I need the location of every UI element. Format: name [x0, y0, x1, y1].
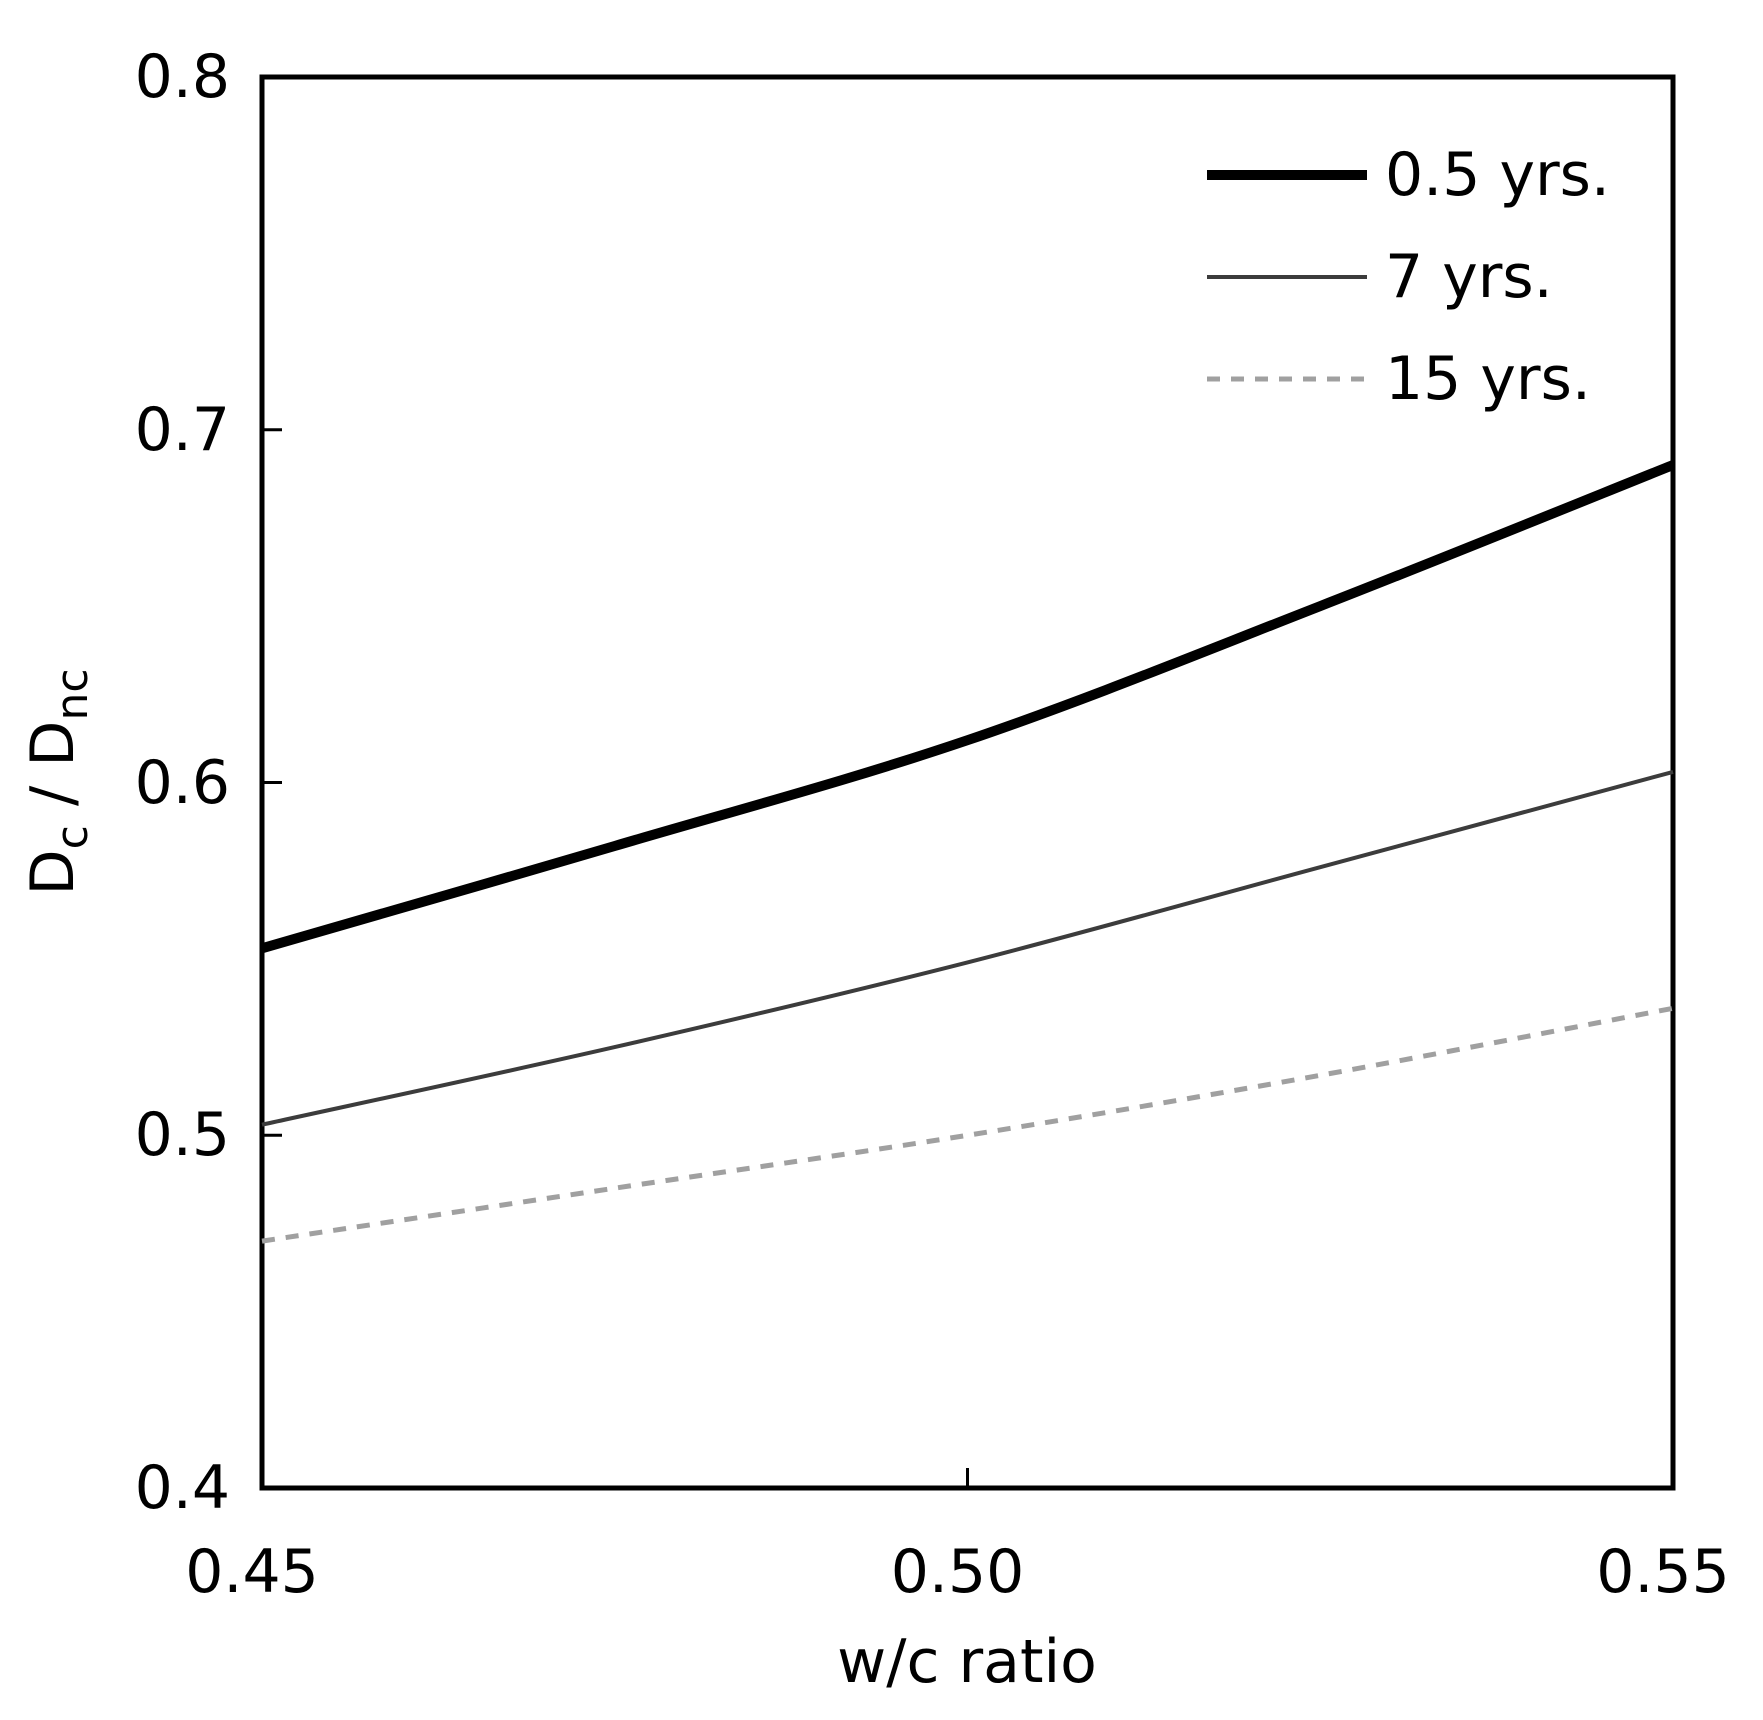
legend-line-swatch-15-yrs. — [1207, 376, 1367, 382]
legend: 0.5 yrs. 7 yrs. 15 yrs. — [1207, 124, 1610, 430]
y-tick-label-0.6: 0.6 — [134, 747, 230, 818]
legend-label-0.5-yrs.: 0.5 yrs. — [1385, 140, 1610, 210]
y-axis-title-mid: / D — [18, 720, 88, 826]
legend-label-7-yrs.: 7 yrs. — [1385, 242, 1553, 312]
series-line-15-yrs. — [261, 1005, 1674, 1244]
y-tick-label-0.8: 0.8 — [134, 42, 230, 112]
y-axis-title-sub-c: c — [47, 825, 98, 850]
plot-frame — [259, 74, 1676, 1491]
x-axis-title: w/c ratio — [837, 1627, 1097, 1697]
y-tick-label-0.4: 0.4 — [134, 1453, 230, 1523]
legend-entry-15-yrs.: 15 yrs. — [1207, 328, 1610, 430]
y-tick-label-0.7: 0.7 — [134, 394, 230, 465]
legend-entry-7-yrs.: 7 yrs. — [1207, 226, 1610, 328]
x-tick-label-0.50: 0.50 — [890, 1537, 1025, 1607]
y-tick-label-0.5: 0.5 — [134, 1100, 230, 1171]
y-axis-title-base: D — [18, 849, 88, 896]
legend-label-15-yrs.: 15 yrs. — [1385, 344, 1591, 414]
series-lines — [260, 460, 1675, 1244]
y-axis-title-sub-nc: nc — [47, 668, 98, 721]
x-tick-label-0.45: 0.45 — [185, 1537, 319, 1607]
legend-line-swatch-7-yrs. — [1207, 275, 1367, 279]
legend-line-swatch-0.5-yrs. — [1207, 170, 1367, 180]
x-tick-label-0.55: 0.55 — [1596, 1537, 1730, 1607]
legend-entry-0.5-yrs.: 0.5 yrs. — [1207, 124, 1610, 226]
axis-ticks — [264, 428, 969, 1486]
series-line-7-yrs. — [261, 769, 1674, 1127]
series-line-0.5-yrs. — [260, 460, 1675, 954]
